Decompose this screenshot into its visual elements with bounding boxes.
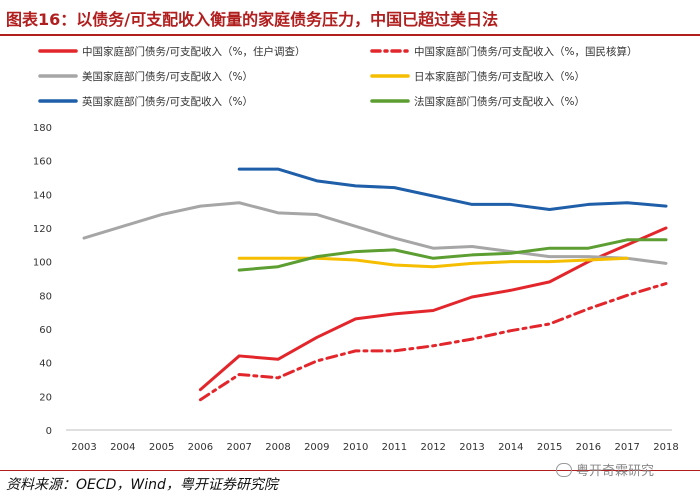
wechat-icon xyxy=(556,463,572,477)
watermark-text: 粤开奇霖研究 xyxy=(576,464,655,479)
x-tick-label: 2017 xyxy=(614,442,639,453)
series-line-5 xyxy=(237,238,668,272)
legend-label-2: 美国家庭部门债务/可支配收入（%） xyxy=(82,70,253,83)
series-line-0 xyxy=(198,226,668,392)
legend-label-3: 日本家庭部门债务/可支配收入（%） xyxy=(414,70,585,83)
legend-label-1: 中国家庭部门债务/可支配收入（%，国民核算） xyxy=(414,45,638,58)
y-axis: 0 20 40 60 80 100 120 140 160 180 xyxy=(33,123,52,437)
x-tick-label: 2014 xyxy=(498,442,523,453)
y-tick-label: 180 xyxy=(33,123,52,134)
legend-label-0: 中国家庭部门债务/可支配收入（%，住户调查） xyxy=(82,45,306,58)
y-tick-label: 160 xyxy=(33,157,52,168)
x-tick-label: 2013 xyxy=(459,442,484,453)
y-tick-label: 40 xyxy=(39,359,52,370)
chart-title: 图表16：以债务/可支配收入衡量的家庭债务压力，中国已超过美日法 xyxy=(6,10,499,29)
y-tick-label: 0 xyxy=(46,426,52,437)
x-tick-label: 2012 xyxy=(420,442,445,453)
x-tick-label: 2016 xyxy=(576,442,601,453)
y-tick-label: 60 xyxy=(39,325,52,336)
y-tick-label: 100 xyxy=(33,258,52,269)
x-axis: 2003 2004 2005 2006 2007 2008 2009 2010 2011 2012… xyxy=(66,429,679,453)
y-tick-label: 120 xyxy=(33,224,52,235)
line-chart: 中国家庭部门债务/可支配收入（%，住户调查） 中国家庭部门债务/可支配收入（%，国… xyxy=(33,45,679,453)
x-tick-label: 2006 xyxy=(188,442,213,453)
series-line-3 xyxy=(237,256,629,269)
x-tick-label: 2010 xyxy=(343,442,368,453)
x-tick-label: 2005 xyxy=(149,442,174,453)
series-line-2 xyxy=(82,201,668,265)
legend-label-5: 法国家庭部门债务/可支配收入（%） xyxy=(414,95,585,108)
x-tick-label: 2015 xyxy=(537,442,562,453)
x-tick-label: 2009 xyxy=(304,442,329,453)
x-tick-label: 2008 xyxy=(265,442,290,453)
title-bar: 图表16：以债务/可支配收入衡量的家庭债务压力，中国已超过美日法 xyxy=(0,0,700,36)
series-line-4 xyxy=(237,167,668,211)
source-note: 资料来源：OECD，Wind，粤开证券研究院 xyxy=(6,477,278,493)
y-tick-label: 140 xyxy=(33,190,52,201)
legend-label-4: 英国家庭部门债务/可支配收入（%） xyxy=(82,95,253,108)
x-tick-label: 2007 xyxy=(226,442,251,453)
chart-legend: 中国家庭部门债务/可支配收入（%，住户调查） 中国家庭部门债务/可支配收入（%，国… xyxy=(38,45,638,108)
title-underline xyxy=(0,34,700,36)
watermark: 粤开奇霖研究 xyxy=(556,460,696,480)
footer-rule xyxy=(0,470,700,471)
x-tick-label: 2011 xyxy=(382,442,407,453)
x-tick-label: 2018 xyxy=(653,442,678,453)
y-tick-label: 20 xyxy=(39,392,52,403)
series-line-1 xyxy=(198,282,668,402)
series-lines xyxy=(82,167,668,402)
x-tick-label: 2004 xyxy=(110,442,135,453)
y-tick-label: 80 xyxy=(39,291,52,302)
x-tick-label: 2003 xyxy=(71,442,96,453)
